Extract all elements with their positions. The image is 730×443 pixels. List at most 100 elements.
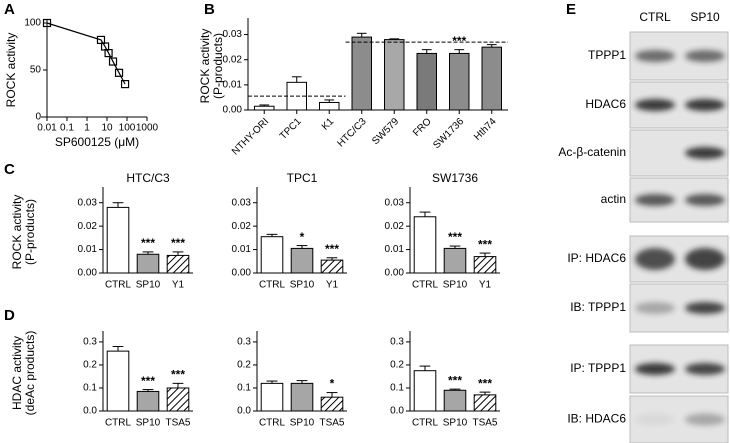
- panel-label: D: [4, 307, 15, 324]
- bar: [106, 350, 130, 412]
- x-tick-label: CTRL: [259, 280, 286, 291]
- y-tick-label: 0.00: [385, 268, 405, 279]
- y-tick-label: 0.3: [83, 337, 97, 348]
- blot-band: [635, 194, 675, 206]
- y-tick-label: 0.3: [390, 337, 404, 348]
- significance: *: [330, 377, 335, 391]
- x-tick-label: 0.01: [37, 123, 57, 134]
- y-tick-label: 0.1: [83, 383, 97, 394]
- significance: ***: [141, 374, 155, 388]
- x-tick-label: SP10: [136, 280, 161, 291]
- x-tick-label: 1: [84, 123, 90, 134]
- y-tick-label: 0.1: [390, 383, 404, 394]
- x-tick-label: CTRL: [259, 418, 286, 429]
- y-axis-label: (P-products): [211, 33, 225, 99]
- bar: [413, 216, 437, 274]
- x-tick-label: HTC/C3: [335, 116, 369, 150]
- bar: [416, 52, 437, 111]
- blot-band: [685, 363, 725, 375]
- blot-row-label: IB: HDAC6: [567, 412, 626, 426]
- bar: [351, 36, 372, 111]
- blot-row-label: actin: [601, 192, 626, 206]
- y-tick-label: 50: [30, 65, 42, 76]
- blot-column-label: CTRL: [639, 10, 671, 24]
- x-tick-label: K1: [320, 116, 337, 133]
- significance: ***: [478, 237, 492, 251]
- bar: [320, 396, 344, 412]
- y-tick-label: 0.01: [223, 79, 243, 90]
- blot-row-label: HDAC6: [585, 97, 626, 111]
- bar: [290, 382, 314, 412]
- y-tick-label: 0.02: [78, 221, 98, 232]
- bar: [449, 52, 470, 111]
- bar: [384, 39, 405, 111]
- y-tick-label: 0.00: [78, 268, 98, 279]
- y-axis-label: ROCK activity: [4, 33, 18, 108]
- blot-band: [635, 99, 675, 111]
- x-tick-label: TSA5: [165, 418, 190, 429]
- bar: [473, 394, 497, 412]
- y-tick-label: 0.02: [232, 221, 252, 232]
- data-point: [108, 57, 118, 66]
- significance: ***: [448, 373, 462, 387]
- data-point: [114, 68, 124, 77]
- x-tick-label: CTRL: [412, 418, 439, 429]
- y-tick-label: 0.2: [83, 360, 97, 371]
- x-tick-label: SW1736: [431, 116, 466, 151]
- bar: [320, 259, 344, 274]
- blot-row-label: IB: TPPP1: [570, 300, 626, 314]
- significance: ***: [478, 376, 492, 390]
- x-tick-label: Y1: [326, 280, 339, 291]
- bar: [166, 254, 190, 274]
- x-tick-label: TPC1: [278, 116, 304, 142]
- x-tick-label: 1000: [136, 123, 159, 134]
- significance: ***: [171, 368, 185, 382]
- data-point: [120, 79, 130, 89]
- panel-label: B: [204, 1, 215, 18]
- y-tick-label: 0.03: [385, 197, 405, 208]
- blot-band: [685, 99, 725, 111]
- significance: ***: [325, 242, 339, 256]
- y-tick-label: 0.2: [237, 360, 251, 371]
- x-tick-label: 10: [101, 123, 113, 134]
- y-tick-label: 0.2: [390, 360, 404, 371]
- x-tick-label: SP10: [136, 418, 161, 429]
- y-tick-label: 0.0: [83, 406, 97, 417]
- x-tick-label: CTRL: [412, 280, 439, 291]
- y-axis-label: ROCK activity: [198, 29, 212, 104]
- bar: [260, 236, 284, 274]
- panel-label: E: [566, 1, 576, 18]
- y-tick-label: 0.03: [223, 29, 243, 40]
- y-tick-label: 0.01: [385, 244, 405, 255]
- y-tick-label: 0.0: [390, 406, 404, 417]
- chart-title: SW1736: [432, 171, 478, 185]
- bar: [413, 370, 437, 412]
- blot-row-label: Ac-β-catenin: [558, 145, 626, 159]
- bar: [254, 105, 275, 111]
- x-tick-label: TSA5: [472, 418, 497, 429]
- fit-line: [46, 22, 126, 85]
- blot-band: [685, 194, 725, 206]
- x-tick-label: NTHY-ORI: [230, 116, 271, 157]
- significance: ***: [452, 34, 466, 48]
- bar: [443, 247, 467, 274]
- y-tick-label: 0.00: [223, 105, 243, 116]
- y-tick-label: 0.3: [237, 337, 251, 348]
- blot-band: [685, 302, 725, 314]
- bar: [481, 46, 502, 111]
- panel-label: C: [4, 161, 15, 178]
- blot-band: [685, 413, 725, 426]
- y-tick-label: 0.0: [237, 406, 251, 417]
- y-tick-label: 100: [24, 18, 41, 29]
- x-tick-label: SP10: [443, 280, 468, 291]
- blot-row-label: TPPP1: [588, 48, 626, 62]
- x-tick-label: 100: [119, 123, 136, 134]
- bar: [319, 101, 340, 111]
- bar: [260, 382, 284, 412]
- significance: ***: [141, 236, 155, 250]
- y-tick-label: 0.01: [232, 244, 252, 255]
- x-tick-label: TSA5: [319, 418, 344, 429]
- y-axis-label: (deAc products): [23, 331, 37, 416]
- y-tick-label: 0: [35, 112, 41, 123]
- x-tick-label: Y1: [172, 280, 185, 291]
